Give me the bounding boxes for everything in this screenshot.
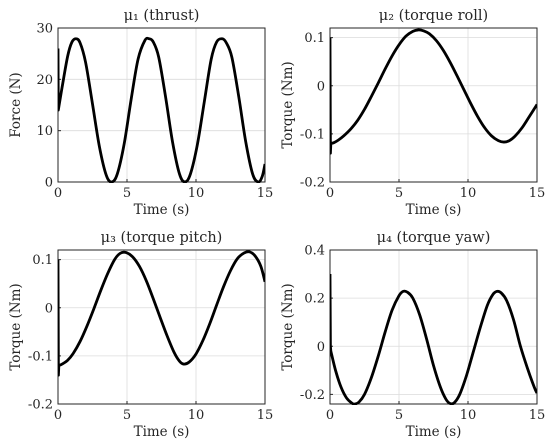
y-tick-label: 30 bbox=[36, 22, 53, 37]
series-line bbox=[58, 250, 265, 377]
x-tick-label: 0 bbox=[326, 408, 334, 423]
chart-title: μ₃ (torque pitch) bbox=[101, 230, 223, 246]
y-tick-label: 0 bbox=[45, 301, 53, 316]
y-tick-label: 0.1 bbox=[304, 31, 325, 46]
y-tick-label: 0.2 bbox=[304, 292, 325, 307]
x-axis-label: Time (s) bbox=[406, 202, 462, 218]
y-axis-label: Torque (Nm) bbox=[280, 61, 296, 148]
x-tick-label: 15 bbox=[529, 408, 546, 423]
y-tick-label: 0 bbox=[45, 176, 53, 191]
axes-box bbox=[329, 249, 538, 405]
chart-panel-1: 0 5 10 15 0 10 20 30 μ₁ (thrust) Time (s) Force (N… bbox=[8, 8, 273, 218]
x-tick-label: 0 bbox=[54, 408, 62, 423]
axes-box bbox=[57, 249, 266, 405]
series-line bbox=[58, 36, 265, 183]
chart-title: μ₄ (torque yaw) bbox=[377, 230, 491, 246]
y-tick-label: 10 bbox=[36, 124, 53, 139]
y-tick-label: -0.2 bbox=[300, 176, 325, 191]
y-axis-label: Torque (Nm) bbox=[280, 283, 296, 370]
y-tick-label: -0.2 bbox=[300, 388, 325, 403]
y-tick-label: 0.4 bbox=[304, 244, 325, 259]
x-tick-label: 10 bbox=[188, 186, 205, 201]
chart-panel-3: 0 5 10 15 -0.2 -0.1 0 0.1 μ₃ (torque pitch) Time … bbox=[8, 230, 273, 440]
y-axis-label: Torque (Nm) bbox=[8, 283, 24, 370]
y-tick-label: -0.1 bbox=[300, 127, 325, 142]
x-tick-label: 5 bbox=[123, 408, 131, 423]
series-line bbox=[330, 274, 537, 405]
x-tick-label: 5 bbox=[123, 186, 131, 201]
chart-title: μ₁ (thrust) bbox=[124, 8, 200, 24]
y-tick-label: -0.2 bbox=[28, 398, 53, 413]
chart-panel-2: 0 5 10 15 -0.2 -0.1 0 0.1 μ₂ (torque roll) Time (… bbox=[280, 8, 545, 218]
x-axis-label: Time (s) bbox=[134, 202, 190, 218]
axes-box bbox=[329, 27, 538, 183]
x-tick-label: 10 bbox=[188, 408, 205, 423]
y-tick-label: 0 bbox=[317, 79, 325, 94]
x-tick-label: 10 bbox=[460, 408, 477, 423]
chart-panel-4: 0 5 10 15-0.200.20.4μ₄ (torque yaw)Time (s)… bbox=[280, 230, 545, 440]
x-tick-label: 0 bbox=[326, 186, 334, 201]
y-tick-label: -0.1 bbox=[28, 349, 53, 364]
x-tick-label: 15 bbox=[257, 408, 274, 423]
series-line bbox=[330, 28, 537, 155]
x-tick-label: 10 bbox=[460, 186, 477, 201]
chart-title: μ₂ (torque roll) bbox=[379, 8, 488, 24]
x-tick-label: 15 bbox=[529, 186, 546, 201]
y-tick-label: 0.1 bbox=[32, 253, 53, 268]
axes-box bbox=[57, 27, 266, 183]
x-axis-label: Time (s) bbox=[406, 424, 462, 440]
x-tick-label: 5 bbox=[395, 186, 403, 201]
y-tick-label: 20 bbox=[36, 73, 53, 88]
y-tick-label: 0 bbox=[317, 340, 325, 355]
x-tick-label: 0 bbox=[54, 186, 62, 201]
x-axis-label: Time (s) bbox=[134, 424, 190, 440]
x-tick-label: 15 bbox=[257, 186, 274, 201]
y-axis-label: Force (N) bbox=[8, 72, 24, 137]
x-tick-label: 5 bbox=[395, 408, 403, 423]
